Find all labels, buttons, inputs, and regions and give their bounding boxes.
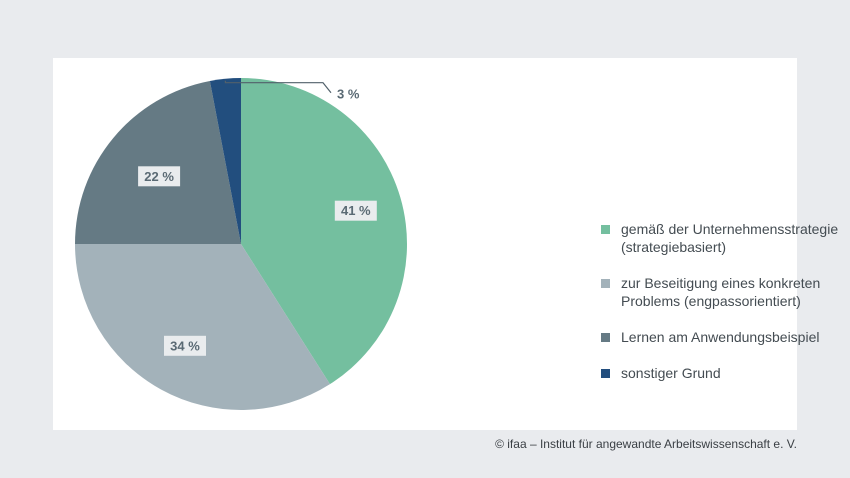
chart-panel: 41 % 34 % 22 % 3 % gemäß der Unternehmensst… — [53, 58, 838, 430]
copyright-notice: © ifaa – Institut für angewandte Arbeits… — [495, 437, 797, 451]
data-label-background — [334, 200, 377, 221]
data-label-background — [164, 335, 206, 356]
legend-item-anwendungsbeispiel: Lernen am Anwendungsbeispiel — [601, 328, 841, 346]
legend-item-engpassorientiert: zur Beseitigung eines konkreten Problems… — [601, 274, 841, 310]
legend-label: zur Beseitigung eines konkreten — [621, 275, 821, 291]
data-label-background — [138, 166, 181, 187]
leader-line — [224, 80, 332, 94]
legend-label: Problems (engpassorientiert) — [621, 293, 801, 309]
legend-swatch — [601, 369, 610, 378]
pie-chart: 41 % 34 % 22 % 3 % — [75, 78, 408, 411]
legend-swatch — [601, 225, 610, 234]
slice-anwendungsbeispiel — [75, 80, 241, 244]
data-label: 3 % — [337, 87, 360, 102]
data-label: 34 % — [170, 338, 200, 353]
legend-item-sonstiger-grund: sonstiger Grund — [601, 364, 841, 382]
data-label: 41 % — [341, 203, 371, 218]
legend-label: sonstiger Grund — [621, 365, 721, 381]
slice-engpassorientiert — [75, 244, 330, 411]
legend-item-strategiebasiert: gemäß der Unternehmensstrategie (strateg… — [601, 220, 841, 256]
legend-label: Lernen am Anwendungsbeispiel — [621, 329, 820, 345]
legend-swatch — [601, 333, 610, 342]
legend-label: gemäß der Unternehmensstrategie — [621, 221, 839, 237]
legend-label: (strategiebasiert) — [621, 239, 727, 255]
slice-sonstiger-grund — [209, 78, 241, 244]
data-label: 22 % — [144, 169, 174, 184]
legend-swatch — [601, 279, 610, 288]
slice-strategiebasiert — [241, 78, 408, 385]
legend: gemäß der Unternehmensstrategie (strateg… — [601, 220, 841, 382]
